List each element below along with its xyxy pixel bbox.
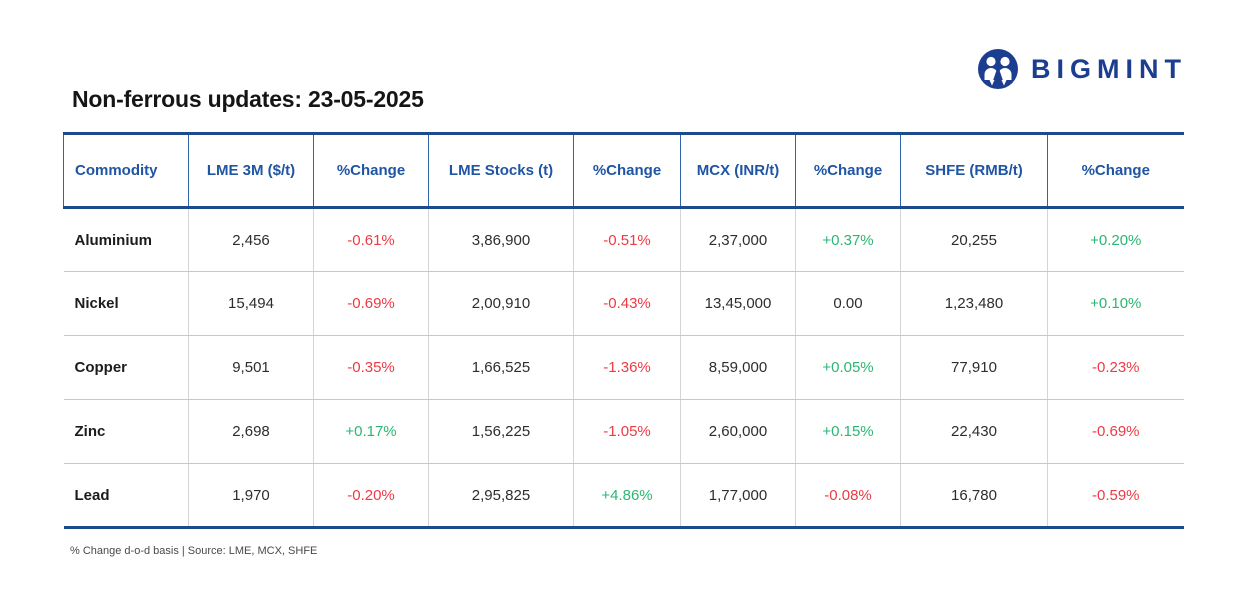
bigmint-people-monogram-icon <box>978 49 1018 89</box>
mcx-price: 13,45,000 <box>680 271 796 336</box>
mcx-change: +0.05% <box>795 335 901 400</box>
shfe-price: 77,910 <box>900 335 1048 400</box>
commodity-name: Zinc <box>63 399 189 464</box>
shfe-price: 16,780 <box>900 463 1048 529</box>
shfe-change: -0.59% <box>1047 463 1184 529</box>
lme-3m-price: 1,970 <box>188 463 314 529</box>
column-header-lme-stocks-change: %Change <box>573 132 681 209</box>
commodity-table: Commodity LME 3M ($/t) %Change LME Stock… <box>63 132 1184 529</box>
footnote: % Change d-o-d basis | Source: LME, MCX,… <box>70 545 318 557</box>
commodity-name: Nickel <box>63 271 189 336</box>
table-header-row: Commodity LME 3M ($/t) %Change LME Stock… <box>63 132 1184 209</box>
mcx-price: 1,77,000 <box>680 463 796 529</box>
lme-3m-price: 2,456 <box>188 207 314 272</box>
mcx-price: 2,37,000 <box>680 207 796 272</box>
mcx-change: +0.37% <box>795 207 901 272</box>
shfe-price: 1,23,480 <box>900 271 1048 336</box>
lme-3m-change: -0.20% <box>313 463 429 529</box>
lme-3m-change: -0.35% <box>313 335 429 400</box>
lme-3m-change: -0.69% <box>313 271 429 336</box>
lme-stocks-change: +4.86% <box>573 463 681 529</box>
column-header-shfe: SHFE (RMB/t) <box>900 132 1048 209</box>
lme-stocks-change: -1.36% <box>573 335 681 400</box>
lme-stocks: 1,56,225 <box>428 399 574 464</box>
column-header-commodity: Commodity <box>63 132 189 209</box>
page-title: Non-ferrous updates: 23-05-2025 <box>72 86 424 112</box>
mcx-change: -0.08% <box>795 463 901 529</box>
shfe-price: 20,255 <box>900 207 1048 272</box>
lme-stocks: 3,86,900 <box>428 207 574 272</box>
commodity-name: Aluminium <box>63 207 189 272</box>
commodity-name: Copper <box>63 335 189 400</box>
column-header-mcx-change: %Change <box>795 132 901 209</box>
shfe-change: +0.10% <box>1047 271 1184 336</box>
commodity-name: Lead <box>63 463 189 529</box>
column-header-lme-stocks: LME Stocks (t) <box>428 132 574 209</box>
lme-3m-price: 2,698 <box>188 399 314 464</box>
column-header-mcx: MCX (INR/t) <box>680 132 796 209</box>
shfe-price: 22,430 <box>900 399 1048 464</box>
column-header-lme-3m: LME 3M ($/t) <box>188 132 314 209</box>
shfe-change: -0.23% <box>1047 335 1184 400</box>
table-row-aluminium: Aluminium 2,456 -0.61% 3,86,900 -0.51% 2… <box>63 207 1184 272</box>
column-header-lme-3m-change: %Change <box>313 132 429 209</box>
lme-stocks: 2,95,825 <box>428 463 574 529</box>
lme-stocks-change: -0.51% <box>573 207 681 272</box>
lme-3m-change: +0.17% <box>313 399 429 464</box>
shfe-change: +0.20% <box>1047 207 1184 272</box>
table-row-copper: Copper 9,501 -0.35% 1,66,525 -1.36% 8,59… <box>63 335 1184 400</box>
mcx-change: 0.00 <box>795 271 901 336</box>
lme-stocks: 2,00,910 <box>428 271 574 336</box>
table-row-nickel: Nickel 15,494 -0.69% 2,00,910 -0.43% 13,… <box>63 271 1184 336</box>
bigmint-logo: BIGMINT <box>977 48 1187 90</box>
lme-3m-price: 15,494 <box>188 271 314 336</box>
column-header-shfe-change: %Change <box>1047 132 1184 209</box>
shfe-change: -0.69% <box>1047 399 1184 464</box>
lme-3m-change: -0.61% <box>313 207 429 272</box>
lme-3m-price: 9,501 <box>188 335 314 400</box>
mcx-change: +0.15% <box>795 399 901 464</box>
table-row-lead: Lead 1,970 -0.20% 2,95,825 +4.86% 1,77,0… <box>63 463 1184 529</box>
lme-stocks: 1,66,525 <box>428 335 574 400</box>
mcx-price: 2,60,000 <box>680 399 796 464</box>
lme-stocks-change: -0.43% <box>573 271 681 336</box>
mcx-price: 8,59,000 <box>680 335 796 400</box>
lme-stocks-change: -1.05% <box>573 399 681 464</box>
table-row-zinc: Zinc 2,698 +0.17% 1,56,225 -1.05% 2,60,0… <box>63 399 1184 464</box>
brand-name: BIGMINT <box>1031 53 1187 84</box>
